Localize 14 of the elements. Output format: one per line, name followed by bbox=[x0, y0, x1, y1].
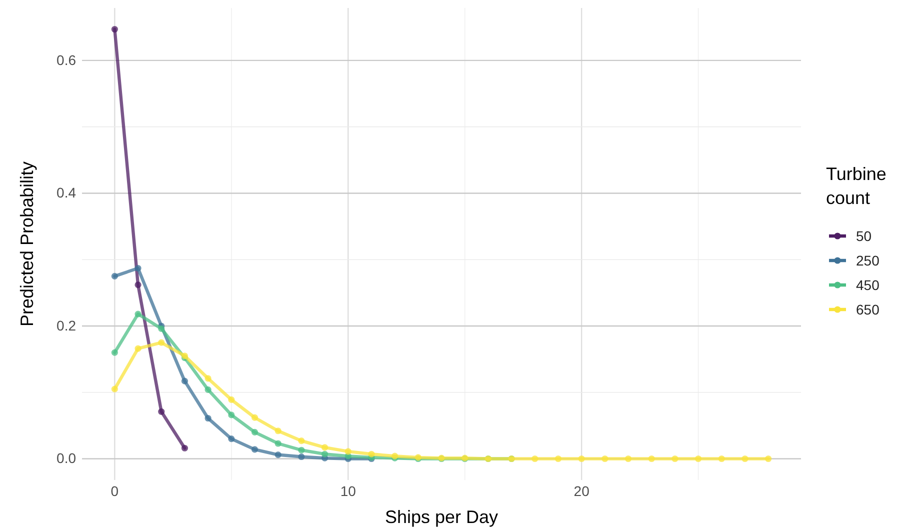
y-tick-label: 0.4 bbox=[56, 184, 76, 201]
y-tick-label: 0.2 bbox=[56, 317, 76, 334]
y-tick-label: 0.6 bbox=[56, 52, 76, 68]
x-tick-label: 20 bbox=[574, 482, 590, 499]
legend-label: 50 bbox=[856, 228, 872, 244]
y-axis-title: Predicted Probability bbox=[17, 161, 37, 327]
legend-label: 250 bbox=[856, 252, 880, 268]
x-tick-label: 0 bbox=[110, 482, 119, 499]
x-tick-label: 10 bbox=[340, 482, 356, 499]
legend-label: 650 bbox=[856, 302, 880, 318]
legend-title: Turbine count bbox=[826, 164, 886, 208]
y-tick-label: 0.0 bbox=[56, 450, 76, 466]
x-axis-title: Ships per Day bbox=[384, 507, 498, 527]
legend-label: 450 bbox=[856, 277, 880, 293]
